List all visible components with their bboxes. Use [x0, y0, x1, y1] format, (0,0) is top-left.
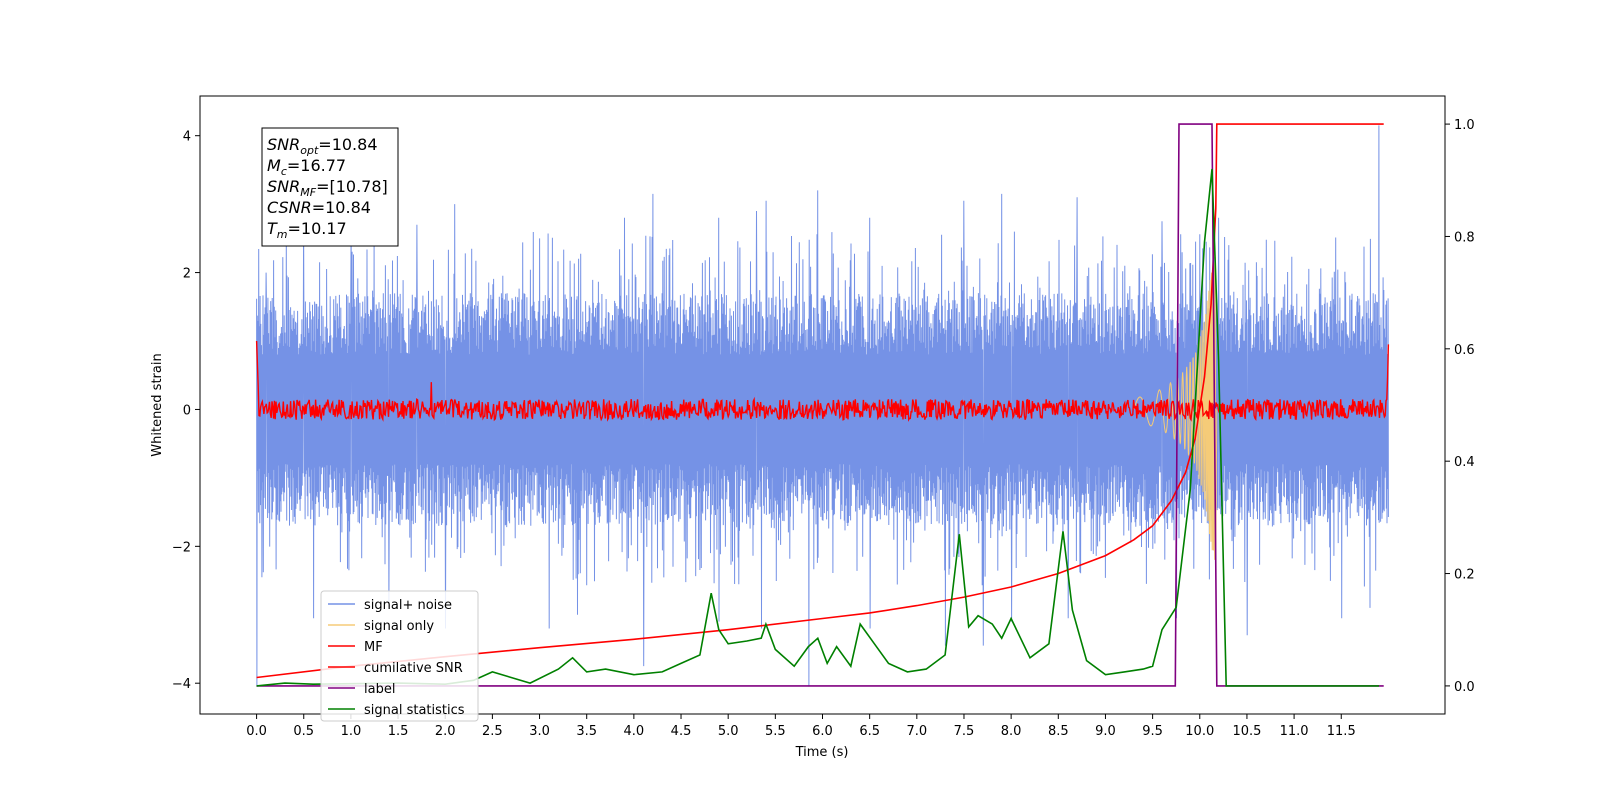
x-tick-label: 3.5 [576, 724, 597, 739]
x-tick-label: 0.0 [246, 724, 267, 739]
legend-entry: signal only [364, 619, 434, 634]
y-tick-label: 0 [183, 403, 191, 418]
x-tick-label: 5.5 [765, 724, 786, 739]
annotation-line: Tm=10.17 [267, 219, 347, 241]
x-tick-label: 11.0 [1280, 724, 1309, 739]
x-tick-label: 1.0 [341, 724, 362, 739]
x-tick-label: 1.5 [388, 724, 409, 739]
series-signal-only [1133, 257, 1218, 561]
x-tick-label: 6.0 [812, 724, 833, 739]
stats-annotation-box: SNRopt=10.84Mc=16.77SNRMF=[10.78]CSNR=10… [261, 127, 399, 247]
y-axis-label: Whitened strain [150, 353, 165, 456]
legend-entry: MF [364, 640, 383, 655]
x-tick-label: 3.0 [529, 724, 550, 739]
y-right-tick-label: 0.2 [1454, 568, 1475, 583]
x-tick-label: 2.5 [482, 724, 503, 739]
x-tick-label: 8.0 [1001, 724, 1022, 739]
y-tick-label: 4 [183, 130, 191, 145]
x-tick-label: 0.5 [293, 724, 314, 739]
y-right-tick-label: 0.4 [1454, 455, 1475, 470]
legend-entry: signal statistics [364, 703, 465, 718]
legend-entry: signal+ noise [364, 598, 452, 613]
annotation-frame [261, 127, 399, 247]
x-tick-label: 2.0 [435, 724, 456, 739]
x-tick-label: 10.5 [1232, 724, 1261, 739]
y-tick-label: −2 [172, 540, 191, 555]
x-tick-label: 9.5 [1142, 724, 1163, 739]
x-tick-label: 9.0 [1095, 724, 1116, 739]
x-axis-label: Time (s) [795, 745, 849, 760]
y-right-tick-label: 0.0 [1454, 680, 1475, 695]
y-axis-left: −4 −2 0 2 4 [172, 130, 200, 692]
y-right-tick-label: 0.6 [1454, 343, 1475, 358]
series-layer [255, 123, 1390, 687]
x-tick-label: 4.5 [671, 724, 692, 739]
y-right-tick-label: 1.0 [1454, 118, 1475, 133]
x-tick-label: 7.0 [906, 724, 927, 739]
legend-entry: cumilative SNR [364, 661, 463, 676]
annotation-line: Mc=16.77 [267, 156, 346, 178]
x-tick-label: 5.0 [718, 724, 739, 739]
y-axis-right: 0.0 0.2 0.4 0.6 0.8 1.0 [1445, 118, 1475, 695]
series-signal-statistics [256, 168, 1379, 687]
x-tick-label: 8.5 [1048, 724, 1069, 739]
annotation-line: CSNR=10.84 [267, 198, 371, 217]
x-tick-label: 6.5 [859, 724, 880, 739]
annotation-line: SNRopt=10.84 [267, 135, 378, 157]
y-right-tick-label: 0.8 [1454, 230, 1475, 245]
legend: signal+ noise signal only MF cumilative SNR… [320, 590, 479, 722]
annotation-line: SNRMF=[10.78] [267, 177, 388, 199]
x-tick-label: 4.0 [624, 724, 645, 739]
y-tick-label: 2 [183, 267, 191, 282]
x-tick-label: 7.5 [954, 724, 975, 739]
legend-frame [320, 590, 479, 722]
y-tick-label: −4 [172, 677, 191, 692]
x-tick-label: 10.0 [1185, 724, 1214, 739]
x-tick-label: 11.5 [1327, 724, 1356, 739]
x-axis: 0.0 0.5 1.0 1.5 2.0 2.5 3.0 3.5 4.0 4.5 5.0 5.5 6.0 6… [246, 714, 1356, 739]
legend-entry: label [364, 682, 395, 697]
